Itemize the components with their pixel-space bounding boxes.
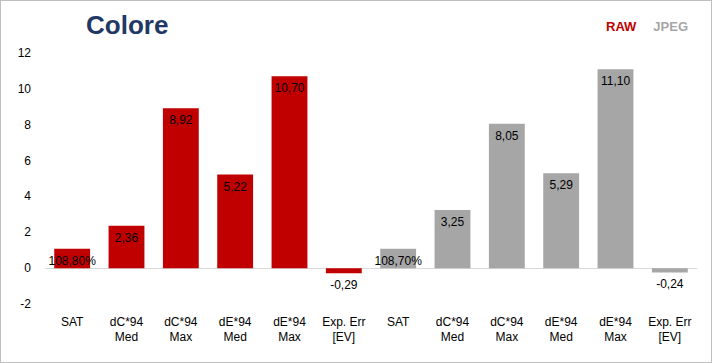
- svg-text:Med: Med: [223, 330, 246, 344]
- svg-text:Med: Med: [441, 330, 464, 344]
- svg-text:SAT: SAT: [61, 315, 84, 329]
- svg-text:JPEG: JPEG: [653, 19, 688, 34]
- svg-text:SAT: SAT: [387, 315, 410, 329]
- svg-text:11,10: 11,10: [601, 74, 630, 88]
- svg-text:dC*94: dC*94: [490, 315, 524, 329]
- svg-text:RAW: RAW: [606, 19, 637, 34]
- svg-text:5,22: 5,22: [223, 180, 247, 194]
- svg-text:-0,24: -0,24: [656, 277, 684, 291]
- svg-text:8: 8: [24, 118, 31, 132]
- svg-text:10,70: 10,70: [274, 81, 304, 95]
- svg-text:Exp. Err: Exp. Err: [648, 315, 691, 329]
- svg-text:Max: Max: [495, 330, 518, 344]
- svg-text:12: 12: [18, 46, 32, 60]
- svg-text:dC*94: dC*94: [110, 315, 144, 329]
- svg-text:2,36: 2,36: [115, 231, 139, 245]
- svg-text:dC*94: dC*94: [436, 315, 470, 329]
- svg-text:Med: Med: [549, 330, 572, 344]
- svg-text:dC*94: dC*94: [164, 315, 198, 329]
- svg-text:3,25: 3,25: [441, 215, 465, 229]
- svg-text:Max: Max: [604, 330, 627, 344]
- svg-text:6: 6: [24, 154, 31, 168]
- svg-text:5,29: 5,29: [549, 178, 573, 192]
- svg-text:-0,29: -0,29: [330, 278, 358, 292]
- svg-text:10: 10: [18, 82, 32, 96]
- svg-text:dE*94: dE*94: [545, 315, 578, 329]
- svg-text:8,92: 8,92: [169, 113, 193, 127]
- svg-text:[EV]: [EV]: [332, 330, 355, 344]
- svg-text:dE*94: dE*94: [219, 315, 252, 329]
- svg-text:dE*94: dE*94: [599, 315, 632, 329]
- svg-text:2: 2: [24, 225, 31, 239]
- svg-text:Max: Max: [169, 330, 192, 344]
- svg-text:8,05: 8,05: [495, 129, 519, 143]
- svg-text:108,70%: 108,70%: [374, 254, 422, 268]
- svg-text:0: 0: [24, 261, 31, 275]
- svg-text:-2: -2: [20, 297, 31, 311]
- svg-text:4: 4: [24, 189, 31, 203]
- svg-text:Max: Max: [278, 330, 301, 344]
- svg-text:dE*94: dE*94: [273, 315, 306, 329]
- svg-text:108,80%: 108,80%: [48, 254, 96, 268]
- svg-text:Colore: Colore: [86, 10, 168, 40]
- svg-text:[EV]: [EV]: [658, 330, 681, 344]
- svg-text:Exp. Err: Exp. Err: [322, 315, 365, 329]
- svg-text:Med: Med: [115, 330, 138, 344]
